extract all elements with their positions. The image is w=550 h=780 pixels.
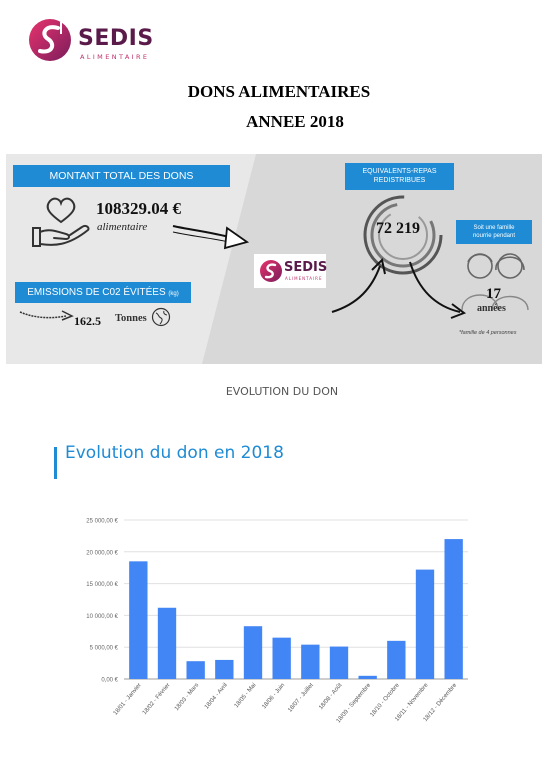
equiv-label-line1: EQUIVALENTS-REPAS xyxy=(362,168,437,175)
arrow-down-icon xyxy=(409,261,467,319)
concentric-circles-icon xyxy=(363,195,443,275)
bar xyxy=(301,644,320,679)
y-tick-label: 25 000,00 € xyxy=(86,519,118,525)
y-tick-label: 20 000,00 € xyxy=(86,550,118,556)
chart-title-accent xyxy=(54,447,57,479)
famille-label: Soit une famille nourrie pendant xyxy=(456,220,532,244)
bar xyxy=(129,561,148,679)
annees-value: 17 xyxy=(486,286,501,302)
infographic-panel: MONTANT TOTAL DES DONS 108329.04 € alime… xyxy=(6,154,542,364)
famille-note: *famille de 4 personnes xyxy=(459,330,517,336)
famille-label-line2: nourrie pendant xyxy=(472,233,516,239)
bar xyxy=(272,637,291,679)
x-tick-label: 18/01 - Janvier xyxy=(113,682,143,716)
arrow-to-logo-icon xyxy=(172,225,250,250)
arrow-up-icon xyxy=(331,257,386,313)
mini-logo-word: SEDIS xyxy=(284,260,328,275)
x-tick-label: 18/03 - Mars xyxy=(174,682,200,712)
y-tick-label: 0,00 € xyxy=(101,678,118,684)
mini-logo-subtitle: ALIMENTAIRE xyxy=(285,276,323,281)
bar xyxy=(387,640,406,679)
section-heading: EVOLUTION DU DON xyxy=(225,385,339,398)
bar xyxy=(215,659,234,679)
sedis-logo-mark-icon xyxy=(29,19,71,61)
x-tick-label: 18/07 - Juillet xyxy=(287,682,315,713)
emissions-label-text: EMISSIONS DE C02 ÉVITÉES xyxy=(27,287,166,298)
x-tick-label: 18/10 - Octobre xyxy=(369,682,401,718)
co2-arrow-icon xyxy=(19,310,74,321)
emissions-label: EMISSIONS DE C02 ÉVITÉES (kg) xyxy=(15,282,191,303)
x-tick-label: 18/04 - Avril xyxy=(204,682,229,710)
equiv-repas-label: EQUIVALENTS-REPAS REDISTRIBUES xyxy=(345,163,454,190)
bar xyxy=(329,646,349,679)
mini-logo-mark-icon xyxy=(260,260,282,282)
mini-sedis-logo: SEDIS ALIMENTAIRE xyxy=(254,254,328,288)
heart-hand-icon xyxy=(32,197,90,247)
x-tick-label: 18/06 - Juin xyxy=(261,682,286,710)
emissions-label-unit: (kg) xyxy=(168,291,179,297)
family-icon xyxy=(461,253,529,311)
sedis-logo: SEDIS ALIMENTAIRE xyxy=(28,14,168,70)
emissions-value: 162.5 xyxy=(74,314,101,328)
bar-chart: 0,00 € 5 000,00 € 10 000,00 € 15 000,00 € 20… xyxy=(86,519,468,724)
bar xyxy=(358,675,377,679)
equiv-repas-value: 72 219 xyxy=(376,220,420,237)
bar xyxy=(186,661,205,679)
page-title: DONS ALIMENTAIRES xyxy=(187,82,371,101)
montant-sub: alimentaire xyxy=(97,221,148,233)
logo-word: SEDIS xyxy=(78,26,154,51)
equiv-label-line2: REDISTRIBUES xyxy=(373,177,426,184)
y-tick-label: 5 000,00 € xyxy=(90,646,119,652)
annees-unit: années xyxy=(477,303,506,314)
bar xyxy=(157,607,177,679)
bar xyxy=(444,539,463,679)
x-tick-label: 18/12 - Décembre xyxy=(423,682,459,723)
logo-subtitle: ALIMENTAIRE xyxy=(80,53,150,61)
y-tick-label: 15 000,00 € xyxy=(86,582,118,588)
chart-title: Evolution du don en 2018 xyxy=(65,443,284,463)
famille-label-line1: Soit une famille xyxy=(473,225,515,231)
page-subtitle: ANNEE 2018 xyxy=(246,112,344,131)
montant-label: MONTANT TOTAL DES DONS xyxy=(13,165,230,187)
emissions-unit: Tonnes xyxy=(115,313,147,324)
bar xyxy=(243,626,263,679)
montant-value: 108329.04 € xyxy=(96,199,181,218)
x-tick-label: 18/02 - Février xyxy=(142,682,172,716)
x-tick-label: 18/05 - Mai xyxy=(234,682,258,709)
bar xyxy=(415,569,435,679)
globe-icon xyxy=(151,307,171,327)
x-tick-label: 18/08 - Août xyxy=(318,682,344,711)
y-tick-label: 10 000,00 € xyxy=(86,614,118,620)
